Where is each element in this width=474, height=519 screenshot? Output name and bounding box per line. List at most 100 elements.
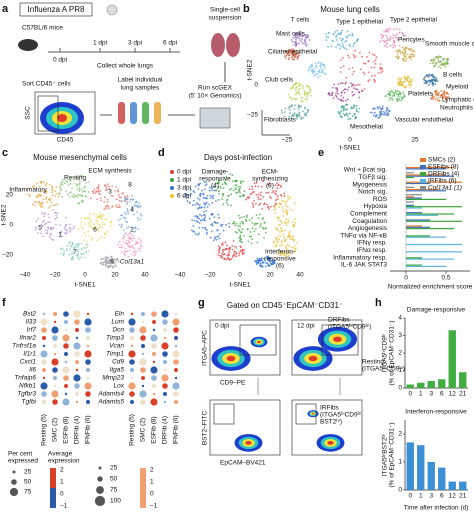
cell-dot [101, 236, 104, 238]
cell-dot [242, 249, 245, 251]
cell-dot [116, 257, 118, 260]
cell-dot [122, 192, 125, 195]
cell-dot [400, 81, 403, 83]
cell-dot [127, 240, 130, 243]
cell-dot [403, 57, 406, 59]
cell-dot [47, 227, 49, 230]
cell-dot [293, 50, 296, 53]
cell-dot [123, 199, 126, 202]
cell-dot [134, 226, 136, 229]
cell-dot [241, 241, 243, 244]
cell-dot [120, 246, 123, 249]
cell-dot [391, 95, 394, 97]
legend-title: expression [48, 458, 80, 465]
cell-dot [354, 55, 357, 58]
cell-dot [63, 250, 65, 253]
cell-dot [28, 194, 31, 196]
x-tick-label: 20 [266, 272, 274, 279]
cell-dot [235, 191, 238, 194]
cell-dot [227, 252, 230, 254]
cell-dot [284, 251, 286, 254]
cell-dot [68, 253, 71, 256]
cell-dot [389, 37, 392, 40]
cell-dot [52, 239, 55, 241]
cell-dot [124, 217, 126, 220]
cell-dot [277, 251, 280, 253]
cell-dot [307, 91, 310, 93]
cell-dot [283, 200, 286, 203]
cell-dot [44, 228, 47, 231]
cell-dot [359, 68, 362, 71]
day-label: 0 dpi [53, 57, 67, 64]
cell-dot [46, 229, 49, 232]
legend-label: 2 [60, 467, 64, 474]
cell-dot [45, 190, 48, 193]
cell-dot [424, 79, 426, 82]
bar [417, 445, 425, 490]
cluster-label: (4) [211, 183, 219, 190]
cell-dot [343, 91, 346, 94]
cell-dot [302, 35, 304, 37]
cell-dot [398, 28, 401, 31]
cell-dot [231, 174, 234, 177]
cell-dot [123, 229, 125, 231]
cell-dot [38, 194, 41, 197]
cell-dot [229, 173, 232, 175]
cell-dot [362, 62, 365, 65]
cell-dot [255, 263, 258, 266]
cell-dot [96, 222, 99, 225]
cell-dot [77, 202, 80, 205]
dot [85, 391, 91, 397]
dot [63, 375, 69, 381]
dot [141, 344, 145, 348]
cell-dot [59, 232, 62, 235]
cell-dot [111, 260, 114, 262]
column-label: DRFib (4) [162, 416, 169, 444]
cell-dot [259, 191, 262, 194]
cell-dot [61, 184, 64, 186]
cell-dot [304, 98, 307, 101]
gene-label: Tnfaip6 [14, 375, 36, 382]
cell-dot [396, 93, 399, 96]
cell-dot [221, 223, 224, 226]
cluster-label: Pericytes [398, 37, 425, 44]
cell-dot [340, 66, 342, 69]
cell-dot [240, 231, 243, 234]
cell-dot [102, 257, 105, 260]
dot [64, 392, 68, 396]
cell-dot [392, 92, 395, 95]
cell-dot [292, 36, 295, 39]
cell-dot [304, 106, 307, 109]
cell-dot [263, 237, 265, 239]
cell-dot [60, 189, 63, 191]
cell-dot [265, 192, 268, 194]
cell-dot [396, 33, 399, 36]
dot [172, 382, 180, 390]
cell-dot [232, 189, 235, 192]
legend-label: 2 [150, 467, 154, 474]
panel-letter: f [2, 297, 6, 309]
cell-dot [91, 190, 94, 193]
bar [406, 251, 462, 253]
cell-dot [35, 195, 38, 198]
cell-dot [106, 231, 109, 233]
cell-dot [230, 258, 233, 261]
cell-dot [394, 89, 397, 92]
cell-dot [389, 27, 392, 30]
legend-dot [170, 186, 174, 190]
cell-dot [235, 246, 237, 249]
cell-dot [257, 261, 260, 264]
cell-dot [243, 215, 246, 218]
cell-dot [131, 208, 133, 211]
cell-dot [388, 99, 391, 102]
gene-label: Ifnar2 [19, 335, 36, 342]
cell-dot [286, 243, 289, 246]
cell-dot [436, 92, 438, 95]
cell-dot [289, 109, 292, 112]
cell-dot [193, 199, 195, 202]
cell-dot [428, 83, 430, 86]
cell-dot [313, 74, 315, 77]
cell-dot [381, 37, 384, 40]
cell-dot [315, 64, 318, 67]
cell-dot [439, 56, 442, 59]
